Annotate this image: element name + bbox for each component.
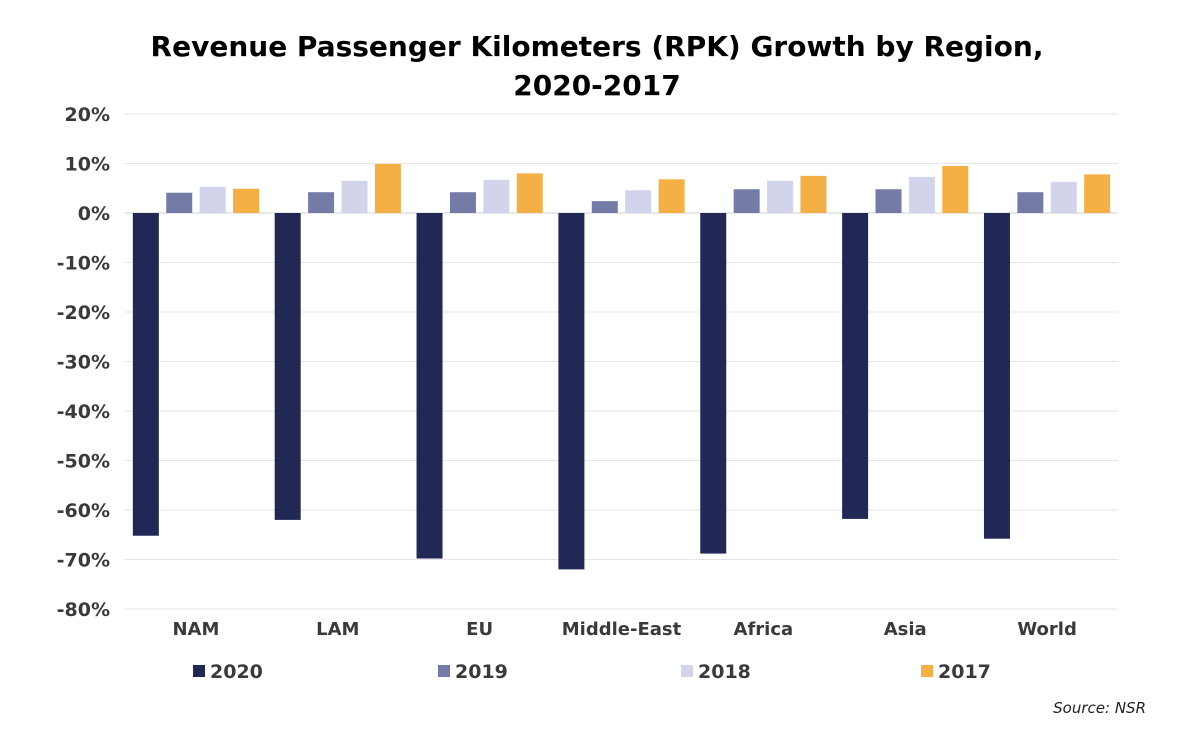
category-label: Asia xyxy=(884,619,927,640)
y-tick-label: -70% xyxy=(57,550,110,572)
bar-2017-lam xyxy=(374,163,401,213)
x-axis-category-labels: NAM LAM EU Middle-East Africa Asia World xyxy=(172,619,1076,640)
category-label: EU xyxy=(466,619,493,640)
y-tick-label: 10% xyxy=(65,154,110,176)
bar-2020-lam xyxy=(274,213,301,520)
y-tick-label: -50% xyxy=(57,451,110,473)
bar-2020-eu xyxy=(416,213,443,559)
bar-2020-africa xyxy=(700,213,727,554)
bar-2020-world xyxy=(983,213,1010,539)
legend-label: 2019 xyxy=(455,661,508,683)
legend-label: 2017 xyxy=(938,661,991,683)
y-tick-label: -60% xyxy=(57,500,110,522)
bar-2018-middle-east xyxy=(625,190,652,213)
bar-2018-africa xyxy=(767,180,794,213)
bar-2018-lam xyxy=(341,180,368,213)
bar-2019-middle-east xyxy=(591,201,618,213)
legend-item-2018: 2018 xyxy=(681,661,751,683)
bars xyxy=(132,163,1111,570)
y-tick-label: -20% xyxy=(57,302,110,324)
bar-2019-lam xyxy=(308,192,335,213)
bar-2017-world xyxy=(1084,174,1111,213)
category-label: NAM xyxy=(172,619,219,640)
bar-2020-asia xyxy=(842,213,869,519)
gridlines xyxy=(125,113,1118,610)
bar-2018-nam xyxy=(199,186,226,213)
bar-2017-nam xyxy=(233,188,260,213)
legend-label: 2020 xyxy=(210,661,263,683)
chart-title-line-1: Revenue Passenger Kilometers (RPK) Growt… xyxy=(151,30,1044,63)
bar-2019-eu xyxy=(449,192,476,213)
legend-swatch xyxy=(193,665,205,677)
legend-item-2019: 2019 xyxy=(438,661,508,683)
y-axis-tick-labels: 20% 10% 0% -10% -20% -30% -40% -50% -60% -70% -80% xyxy=(57,104,110,621)
bar-2018-asia xyxy=(908,176,935,213)
category-label: LAM xyxy=(316,619,359,640)
chart-title: Revenue Passenger Kilometers (RPK) Growt… xyxy=(151,30,1044,102)
bar-2017-africa xyxy=(800,175,827,213)
y-tick-label: -80% xyxy=(57,599,110,621)
bar-2019-nam xyxy=(166,192,193,213)
bar-2018-eu xyxy=(483,179,510,213)
bar-2019-asia xyxy=(875,189,902,213)
y-tick-label: 20% xyxy=(65,104,110,126)
y-tick-label: 0% xyxy=(78,203,110,225)
legend-item-2020: 2020 xyxy=(193,661,263,683)
bar-2017-asia xyxy=(942,165,969,213)
bar-2020-nam xyxy=(132,213,159,536)
chart-title-line-2: 2020-2017 xyxy=(513,69,680,102)
y-tick-label: -10% xyxy=(57,253,110,275)
legend-label: 2018 xyxy=(698,661,751,683)
category-label: Africa xyxy=(734,619,794,640)
bar-2017-eu xyxy=(516,173,543,213)
category-label: World xyxy=(1017,619,1077,640)
bar-2020-middle-east xyxy=(558,213,585,570)
legend-item-2017: 2017 xyxy=(921,661,991,683)
bar-2018-world xyxy=(1050,181,1077,213)
legend-swatch xyxy=(438,665,450,677)
bar-2019-africa xyxy=(733,189,760,213)
category-label: Middle-East xyxy=(562,619,682,640)
y-tick-label: -40% xyxy=(57,401,110,423)
legend-swatch xyxy=(681,665,693,677)
y-tick-label: -30% xyxy=(57,352,110,374)
source-note: Source: NSR xyxy=(1053,699,1146,717)
bar-2017-middle-east xyxy=(658,179,685,213)
legend-swatch xyxy=(921,665,933,677)
bar-2019-world xyxy=(1017,192,1044,213)
legend: 2020 2019 2018 2017 xyxy=(193,661,991,683)
